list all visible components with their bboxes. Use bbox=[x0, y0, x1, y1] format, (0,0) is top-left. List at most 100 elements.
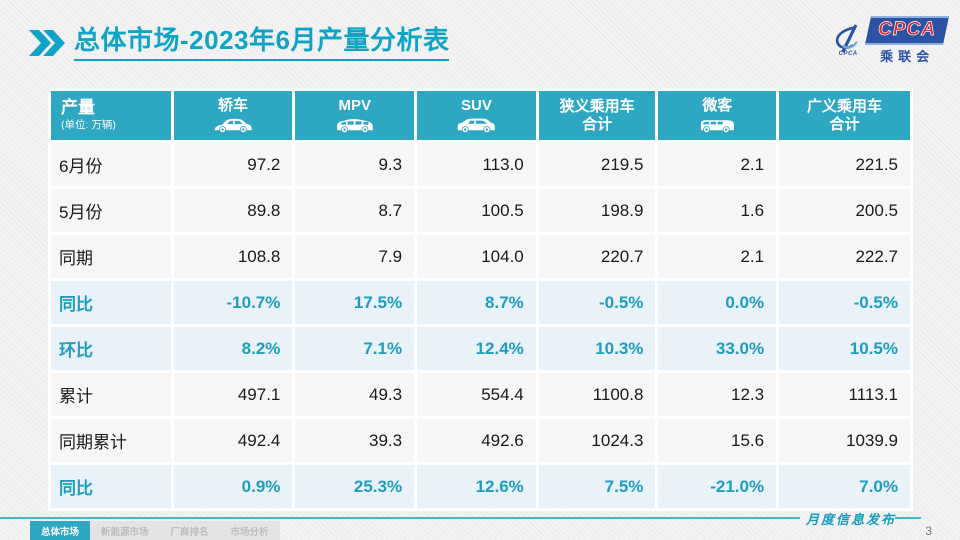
table-cell: 220.7 bbox=[538, 235, 656, 278]
column-header-label2: 合计 bbox=[829, 115, 860, 133]
table-cell: 1024.3 bbox=[538, 419, 656, 462]
table-cell: 222.7 bbox=[779, 235, 910, 278]
table-cell: -0.5% bbox=[779, 281, 910, 324]
cpca-logo-text: CPCA 乘联会 bbox=[865, 16, 950, 65]
footer-caption: 月度信息发布 bbox=[806, 512, 897, 527]
table-row: 同比 -10.7% 17.5% 8.7% -0.5% 0.0% -0.5% bbox=[51, 281, 910, 324]
table-cell: 97.2 bbox=[173, 143, 293, 186]
table-row: 5月份 89.8 8.7 100.5 198.9 1.6 200.5 bbox=[51, 189, 910, 232]
mpv-icon bbox=[336, 118, 373, 133]
table-cell: 10.3% bbox=[538, 327, 656, 370]
table-cell: 25.3% bbox=[295, 465, 415, 508]
table-cell: 497.1 bbox=[173, 373, 293, 416]
table-title: 产量 bbox=[61, 98, 95, 118]
column-header: 广义乘用车 合计 bbox=[779, 91, 910, 140]
swoosh-icon bbox=[835, 24, 858, 53]
column-header: MPV bbox=[295, 91, 415, 140]
page-title: 总体市场-2023年6月产量分析表 bbox=[74, 25, 450, 61]
sedan-icon bbox=[214, 118, 252, 133]
table-cell: 198.9 bbox=[538, 189, 656, 232]
table-cell: 100.5 bbox=[417, 189, 536, 232]
column-header-label: 微客 bbox=[702, 97, 733, 115]
table-cell: 7.9 bbox=[295, 235, 415, 278]
table-cell: 17.5% bbox=[295, 281, 415, 324]
table-cell: 12.4% bbox=[417, 327, 536, 370]
table-cell: 9.3 bbox=[295, 143, 415, 186]
table-cell: 7.1% bbox=[295, 327, 415, 370]
page-number: 3 bbox=[925, 524, 932, 538]
table-cell: 200.5 bbox=[779, 189, 910, 232]
table-cell: 15.6 bbox=[658, 419, 777, 462]
row-label: 6月份 bbox=[51, 143, 171, 186]
table-cell: 2.1 bbox=[658, 235, 777, 278]
logo-swoosh-caption: CPCA bbox=[838, 51, 858, 57]
page-title-prefix: 总体市场 bbox=[74, 25, 181, 55]
table-row: 同期累计 492.4 39.3 492.6 1024.3 15.6 1039.9 bbox=[51, 419, 910, 462]
column-header: SUV bbox=[417, 91, 536, 140]
row-label: 累计 bbox=[51, 373, 171, 416]
column-header-label2: 合计 bbox=[582, 115, 613, 133]
table-cell: 8.7 bbox=[295, 189, 415, 232]
table-header-row: 产量 (单位: 万辆) 轿车 MPV SUV 狭义乘用车 合计 微客 广义乘用车 合计 bbox=[51, 91, 910, 140]
table-cell: 113.0 bbox=[417, 143, 536, 186]
microvan-icon bbox=[701, 119, 735, 133]
table-row: 环比 8.2% 7.1% 12.4% 10.3% 33.0% 10.5% bbox=[51, 327, 910, 370]
table-cell: 49.3 bbox=[295, 373, 415, 416]
table-row: 同期 108.8 7.9 104.0 220.7 2.1 222.7 bbox=[51, 235, 910, 278]
page-title-suffix: -2023年6月产量分析表 bbox=[180, 25, 450, 55]
table-cell: 2.1 bbox=[658, 143, 777, 186]
footer-tab[interactable]: 市场分析 bbox=[230, 526, 269, 538]
table-cell: 1.6 bbox=[658, 189, 777, 232]
table-cell: 7.0% bbox=[779, 465, 910, 508]
table-cell: 221.5 bbox=[779, 143, 910, 186]
column-header-label: SUV bbox=[461, 97, 492, 115]
table-row: 同比 0.9% 25.3% 12.6% 7.5% -21.0% 7.0% bbox=[51, 465, 910, 508]
column-header-label: 狭义乘用车 bbox=[559, 98, 635, 116]
table-cell: -10.7% bbox=[173, 281, 293, 324]
column-header: 轿车 bbox=[173, 91, 293, 140]
cpca-logo: CPCA CPCA 乘联会 bbox=[832, 16, 950, 65]
table-cell: 39.3 bbox=[295, 419, 415, 462]
footer-tab-strip: 总体市场 新能源市场 厂商排名 市场分析 bbox=[30, 521, 280, 540]
double-chevron-icon bbox=[29, 30, 65, 56]
table-cell: 219.5 bbox=[538, 143, 656, 186]
table-cell: 33.0% bbox=[658, 327, 777, 370]
table-corner-cell: 产量 (单位: 万辆) bbox=[51, 91, 171, 140]
footer-tab[interactable]: 新能源市场 bbox=[101, 526, 149, 538]
table-cell: 1113.1 bbox=[779, 373, 910, 416]
table-cell: -21.0% bbox=[658, 465, 777, 508]
column-header-label: MPV bbox=[338, 97, 371, 115]
table-cell: 12.3 bbox=[658, 373, 777, 416]
column-header: 狭义乘用车 合计 bbox=[538, 91, 656, 140]
row-label: 同期累计 bbox=[51, 419, 171, 462]
cpca-acronym: CPCA bbox=[878, 19, 937, 41]
row-label: 同比 bbox=[51, 281, 171, 324]
footer-rule-right bbox=[895, 517, 921, 519]
table-cell: 1039.9 bbox=[779, 419, 910, 462]
table-cell: 492.6 bbox=[417, 419, 536, 462]
cpca-logo-emblem: CPCA bbox=[832, 24, 864, 57]
table-cell: 0.9% bbox=[173, 465, 293, 508]
table-cell: 7.5% bbox=[538, 465, 656, 508]
table-row: 累计 497.1 49.3 554.4 1100.8 12.3 1113.1 bbox=[51, 373, 910, 416]
row-label: 同比 bbox=[51, 465, 171, 508]
table-cell: 8.7% bbox=[417, 281, 536, 324]
footer-tab[interactable]: 厂商排名 bbox=[170, 526, 209, 538]
production-table: 产量 (单位: 万辆) 轿车 MPV SUV 狭义乘用车 合计 微客 广义乘用车 合计… bbox=[48, 88, 913, 511]
row-label: 5月份 bbox=[51, 189, 171, 232]
table-cell: 554.4 bbox=[417, 373, 536, 416]
slide-header: 总体市场-2023年6月产量分析表 bbox=[28, 25, 450, 61]
row-label: 同期 bbox=[51, 235, 171, 278]
table-cell: 0.0% bbox=[658, 281, 777, 324]
table-cell: 10.5% bbox=[779, 327, 910, 370]
suv-icon bbox=[458, 118, 496, 133]
column-header-label: 轿车 bbox=[218, 97, 249, 115]
table-cell: 89.8 bbox=[173, 189, 293, 232]
column-header-label: 广义乘用车 bbox=[807, 98, 883, 116]
table-cell: 1100.8 bbox=[538, 373, 656, 416]
footer-tab[interactable]: 总体市场 bbox=[30, 521, 91, 540]
column-header: 微客 bbox=[658, 91, 777, 140]
table-cell: 492.4 bbox=[173, 419, 293, 462]
table-cell: 8.2% bbox=[173, 327, 293, 370]
table-unit: (单位: 万辆) bbox=[61, 118, 116, 131]
